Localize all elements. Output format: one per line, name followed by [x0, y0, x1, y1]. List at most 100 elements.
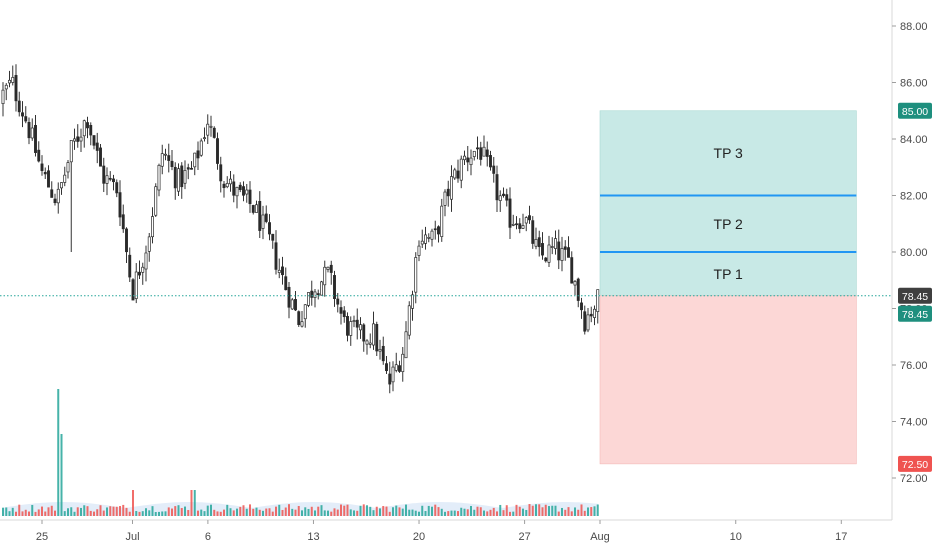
volume-bar	[219, 511, 222, 516]
candle-body	[34, 125, 37, 153]
target-price-tag	[898, 102, 932, 119]
candle-body	[196, 150, 200, 159]
volume-bar	[379, 508, 381, 516]
volume-bar	[24, 509, 27, 516]
volume-bar	[574, 507, 576, 516]
time-tick-label: 20	[413, 531, 425, 543]
volume-bar	[115, 506, 118, 516]
candle-body	[37, 149, 41, 162]
candle-body	[199, 140, 203, 156]
volume-bar	[226, 504, 229, 516]
volume-bar	[18, 504, 21, 516]
candle-body	[511, 223, 515, 226]
volume-bar	[200, 509, 203, 516]
candle-body	[586, 314, 590, 331]
volume-bar	[343, 505, 346, 516]
volume-bar	[411, 509, 414, 516]
volume-bar	[262, 510, 264, 516]
volume-bar	[5, 507, 8, 516]
candle-body	[349, 321, 353, 336]
candle-body	[381, 345, 385, 362]
candle-body	[394, 364, 398, 371]
candle-body	[492, 165, 496, 174]
candle-body	[245, 189, 249, 195]
volume-bar	[304, 507, 307, 516]
candle-body	[355, 319, 359, 328]
profit-zone[interactable]	[599, 110, 857, 297]
price-tick-label: 76.00	[900, 360, 928, 372]
price-axis[interactable]: 88.0086.0084.0082.0080.0078.0076.0074.00…	[891, 0, 928, 520]
volume-bar	[460, 507, 463, 516]
candle-body	[14, 75, 18, 102]
volume-bar	[141, 511, 144, 516]
candle-body	[17, 100, 21, 113]
volume-bar	[109, 506, 112, 516]
volume-bar	[457, 511, 459, 516]
take-profit-label: TP 1	[714, 266, 744, 282]
stop-loss-zone[interactable]	[599, 295, 857, 465]
volume-bar	[577, 509, 580, 516]
volume-bar	[161, 511, 164, 516]
volume-bar	[353, 510, 355, 516]
volume-bar	[193, 490, 196, 516]
volume-bar	[278, 504, 281, 516]
candle-body	[27, 121, 31, 139]
candle-body	[1, 89, 5, 105]
price-tick-label: 88.00	[900, 21, 928, 33]
candle-body	[229, 178, 232, 185]
candle-body	[303, 304, 307, 320]
candle-body	[472, 150, 476, 157]
candle-body	[550, 246, 554, 248]
volume-bar	[512, 511, 515, 516]
candle-body	[180, 165, 184, 188]
candle-body	[505, 194, 509, 201]
volume-bar	[41, 506, 43, 516]
candle-body	[63, 174, 67, 183]
volume-bar	[310, 506, 313, 516]
candle-body	[443, 191, 447, 206]
candle-body	[297, 311, 301, 325]
volume-bars	[2, 389, 599, 516]
volume-bar	[239, 506, 242, 516]
candle-body	[456, 170, 460, 179]
crosshair-price-tag	[898, 287, 932, 304]
volume-bar	[336, 509, 339, 516]
volume-bar	[479, 507, 482, 516]
candle-body	[102, 165, 106, 184]
volume-bar	[268, 508, 271, 516]
volume-bar	[398, 507, 401, 516]
volume-bar	[135, 511, 138, 516]
volume-bar	[382, 506, 385, 516]
candle-body	[86, 122, 89, 129]
candle-body	[593, 308, 596, 318]
position-zones[interactable]	[599, 110, 857, 465]
candle-body	[479, 147, 483, 160]
volume-bar	[106, 507, 108, 516]
candle-body	[261, 214, 265, 229]
candle-body	[417, 245, 421, 256]
volume-bar	[216, 511, 219, 516]
candle-body	[563, 246, 567, 250]
candle-body	[271, 233, 275, 241]
time-tick-label: 17	[835, 531, 847, 543]
volume-bar	[333, 508, 336, 516]
candle-body	[232, 181, 236, 196]
volume-bar	[437, 507, 440, 516]
candle-body	[242, 186, 245, 196]
candle-body	[401, 353, 405, 373]
price-tick-label: 84.00	[900, 134, 928, 146]
candle-body	[515, 223, 518, 226]
candle-body	[190, 167, 193, 170]
candlesticks	[1, 64, 600, 394]
candle-body	[427, 236, 431, 239]
volume-bar	[96, 509, 99, 516]
candle-body	[281, 266, 284, 276]
time-tick-label: 13	[307, 531, 319, 543]
price-tick-label: 82.00	[900, 191, 928, 203]
time-axis[interactable]: 25 Jul 6 13 20 27 Aug 10 17	[0, 519, 892, 543]
volume-bar	[73, 511, 76, 516]
volume-bar	[180, 508, 183, 516]
candle-body	[138, 271, 141, 276]
candle-body	[489, 155, 492, 168]
